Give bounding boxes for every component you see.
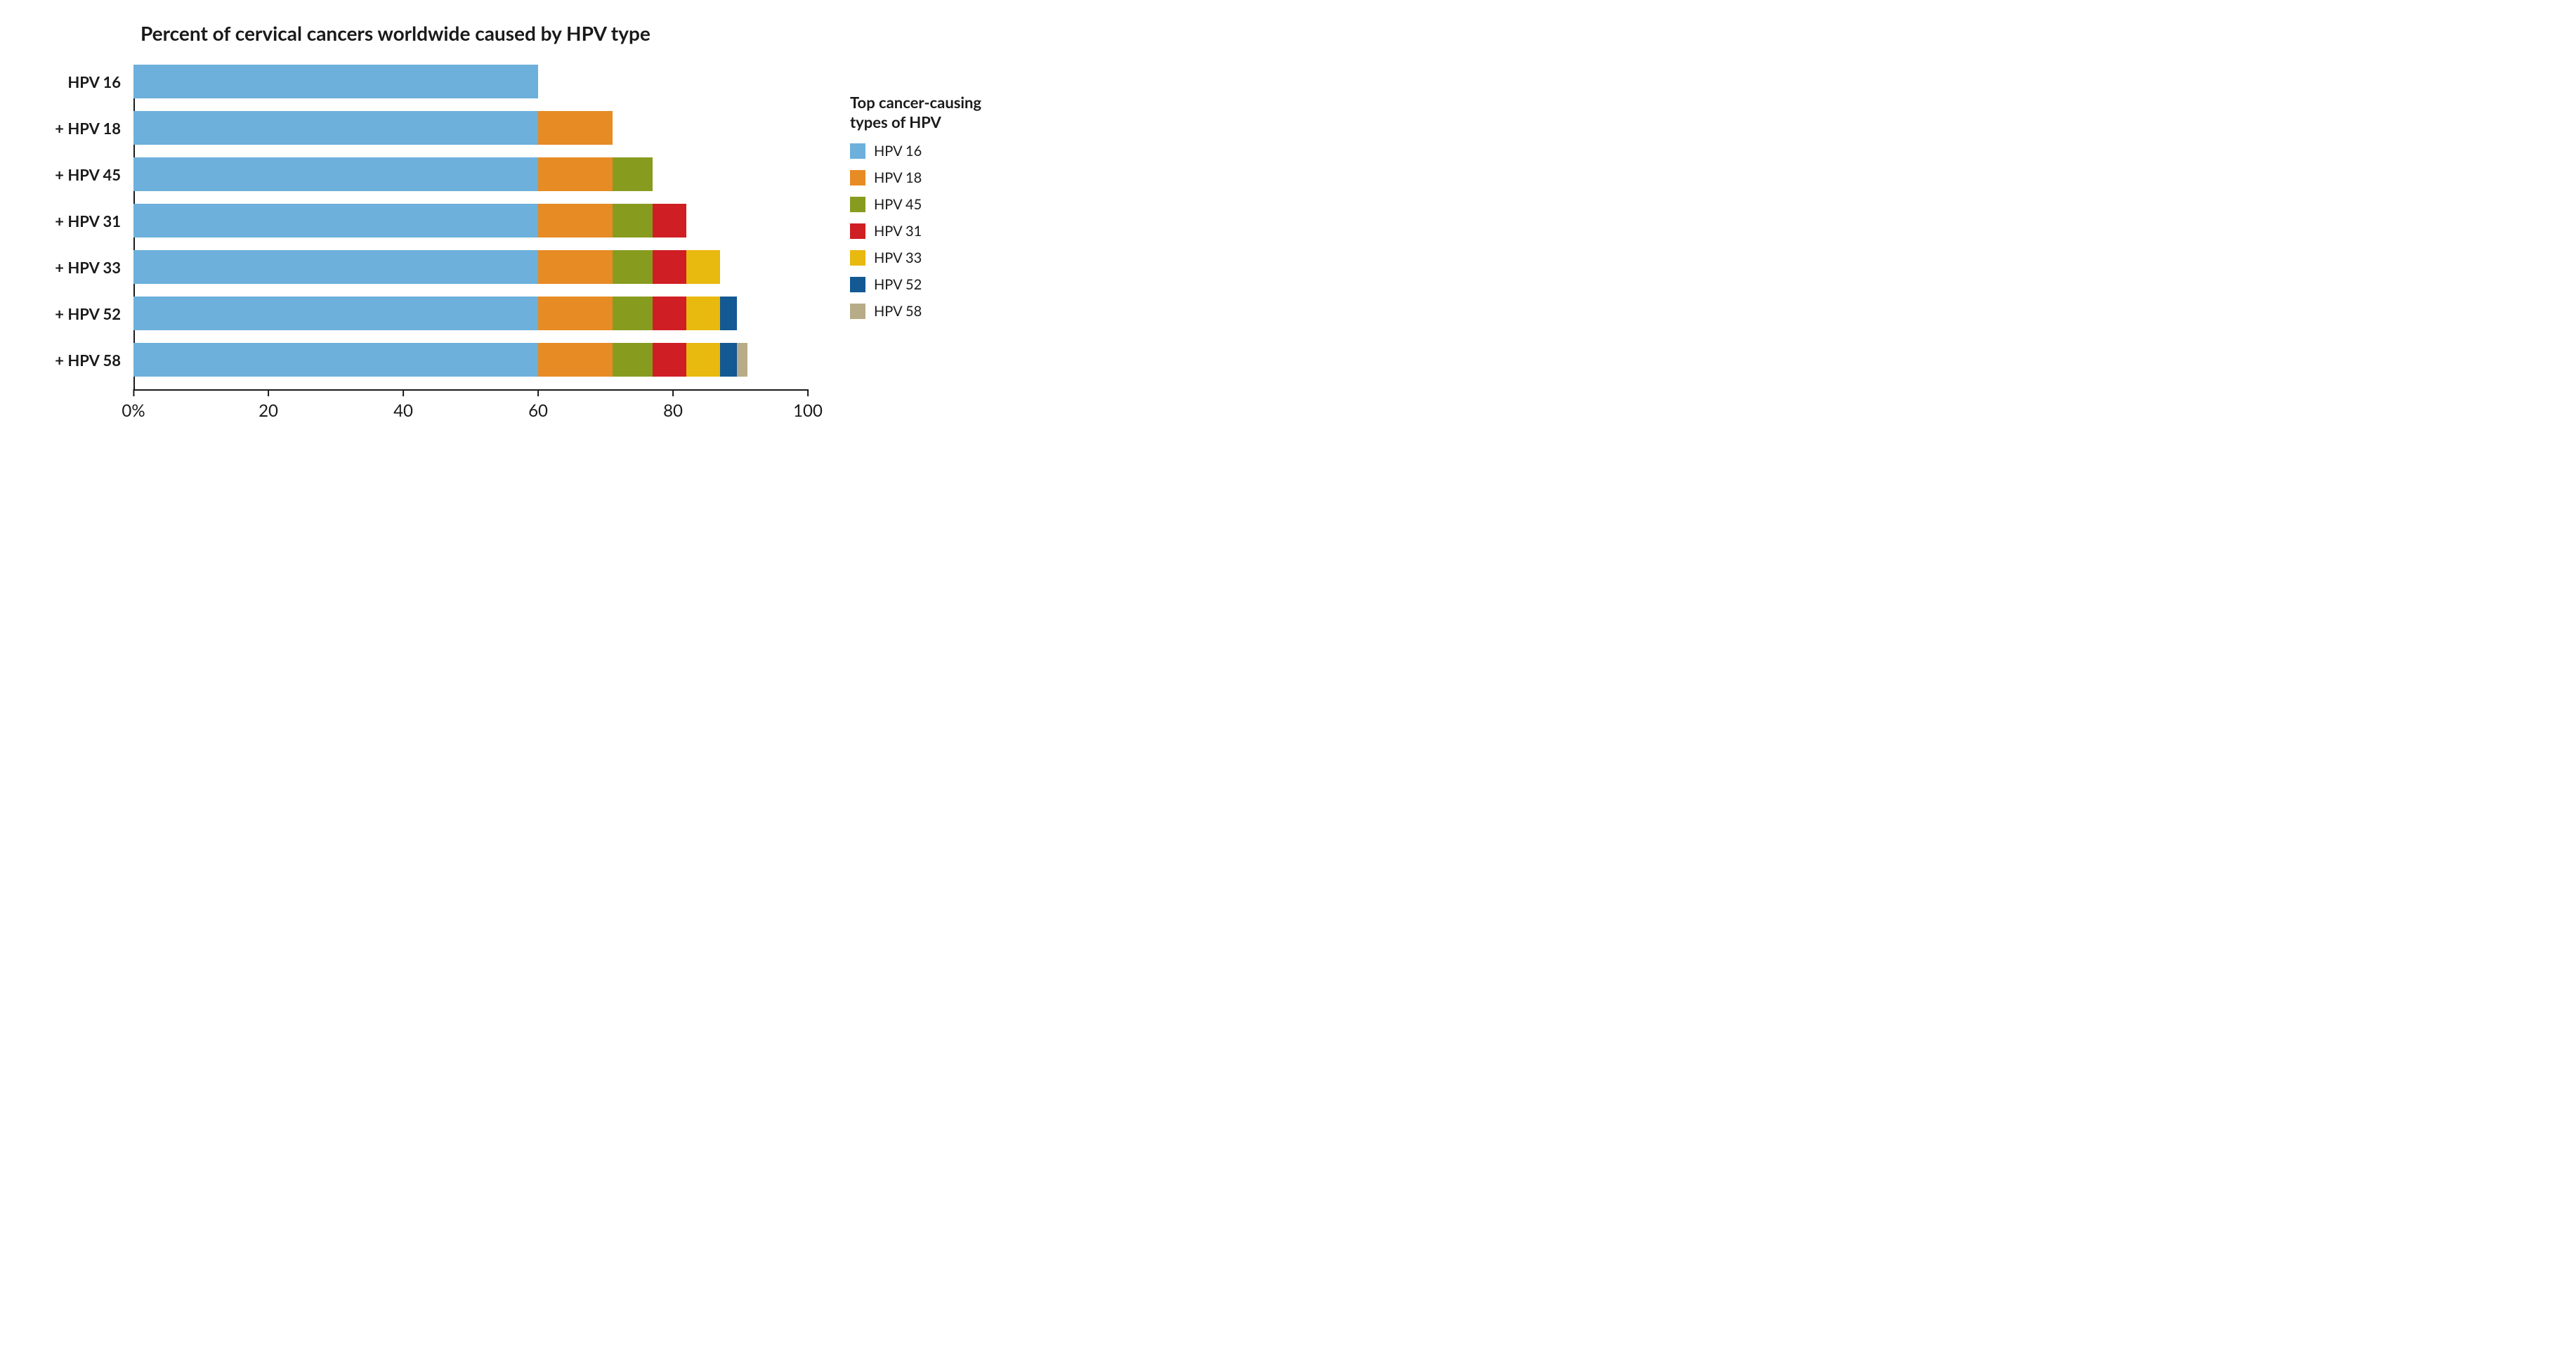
bar-segment [133, 204, 538, 237]
legend-label: HPV 16 [874, 143, 922, 160]
legend-swatch [850, 304, 865, 319]
bar-segment [133, 111, 538, 145]
legend-label: HPV 45 [874, 196, 922, 213]
x-tick-mark [403, 389, 404, 396]
plot-stack: HPV 16 + HPV 18 + HPV 45 + HPV 31 + HPV 33 + … [28, 65, 808, 377]
chart-title: Percent of cervical cancers worldwide ca… [140, 21, 1002, 45]
row-label: + HPV 45 [28, 165, 133, 184]
x-tick-label: 60 [528, 401, 548, 421]
bar-segment [538, 297, 613, 330]
legend-label: HPV 33 [874, 249, 922, 266]
row-label: + HPV 58 [28, 351, 133, 370]
x-tick: 40 [393, 389, 413, 421]
bar-segment [538, 111, 613, 145]
bar-segment [686, 250, 720, 284]
bar-track [133, 297, 808, 330]
bar-segment [133, 65, 538, 98]
bar-segment [538, 157, 613, 191]
bar-track [133, 111, 808, 145]
row-label: + HPV 18 [28, 119, 133, 138]
bar-row: + HPV 31 [28, 204, 808, 237]
legend-item: HPV 16 [850, 143, 1002, 160]
legend-item: HPV 45 [850, 196, 1002, 213]
legend-item: HPV 52 [850, 276, 1002, 293]
bar-track [133, 204, 808, 237]
bar-segment [538, 250, 613, 284]
legend-label: HPV 18 [874, 169, 922, 186]
bar-track [133, 250, 808, 284]
x-tick-label: 40 [393, 401, 413, 421]
bar-row: + HPV 18 [28, 111, 808, 145]
x-tick: 100 [793, 389, 823, 421]
x-tick: 80 [663, 389, 683, 421]
bar-segment [653, 343, 686, 377]
legend-title: Top cancer-causing types of HPV [850, 93, 1002, 131]
x-tick-mark [807, 389, 809, 396]
bar-segment [133, 343, 538, 377]
legend-items: HPV 16 HPV 18 HPV 45 HPV 31 HPV 33 HPV 52 HPV … [850, 143, 1002, 320]
bar-row: HPV 16 [28, 65, 808, 98]
bar-segment [613, 297, 653, 330]
legend-item: HPV 58 [850, 303, 1002, 320]
x-tick-mark [672, 389, 674, 396]
row-label: + HPV 31 [28, 212, 133, 230]
legend-swatch [850, 277, 865, 292]
bar-segment [613, 204, 653, 237]
legend-item: HPV 18 [850, 169, 1002, 186]
bar-segment [133, 250, 538, 284]
bar-segment [653, 250, 686, 284]
legend-swatch [850, 250, 865, 266]
legend-label: HPV 52 [874, 276, 922, 293]
bar-track [133, 157, 808, 191]
x-axis-line [133, 389, 808, 391]
bar-segment [538, 204, 613, 237]
bar-row: + HPV 45 [28, 157, 808, 191]
bar-segment [737, 343, 747, 377]
hpv-chart: Percent of cervical cancers worldwide ca… [0, 0, 1031, 419]
row-label: HPV 16 [28, 72, 133, 91]
bar-segment [720, 343, 737, 377]
bar-track [133, 343, 808, 377]
x-tick: 60 [528, 389, 548, 421]
legend-swatch [850, 170, 865, 186]
bar-segment [720, 297, 737, 330]
x-tick-mark [133, 389, 134, 396]
bar-segment [653, 204, 686, 237]
legend: Top cancer-causing types of HPV HPV 16HP… [850, 93, 1002, 330]
legend-item: HPV 31 [850, 223, 1002, 240]
legend-swatch [850, 197, 865, 212]
x-tick-mark [537, 389, 539, 396]
bar-segment [613, 343, 653, 377]
x-tick-label: 80 [663, 401, 683, 421]
chart-body: HPV 16 + HPV 18 + HPV 45 + HPV 31 + HPV 33 + … [28, 65, 1002, 391]
legend-item: HPV 33 [850, 249, 1002, 266]
x-tick: 20 [259, 389, 278, 421]
bar-segment [133, 297, 538, 330]
bar-segment [538, 343, 613, 377]
x-tick-label: 100 [793, 401, 823, 421]
bar-segment [686, 297, 720, 330]
legend-swatch [850, 223, 865, 239]
bar-row: + HPV 58 [28, 343, 808, 377]
legend-swatch [850, 143, 865, 159]
bar-row: + HPV 33 [28, 250, 808, 284]
bar-row: + HPV 52 [28, 297, 808, 330]
x-tick: 0% [122, 389, 145, 421]
x-tick-mark [268, 389, 269, 396]
plot-column: HPV 16 + HPV 18 + HPV 45 + HPV 31 + HPV 33 + … [28, 65, 808, 391]
bar-segment [613, 157, 653, 191]
bar-segment [686, 343, 720, 377]
legend-label: HPV 31 [874, 223, 922, 240]
legend-label: HPV 58 [874, 303, 922, 320]
bar-segment [133, 157, 538, 191]
row-label: + HPV 52 [28, 304, 133, 323]
bar-rows: HPV 16 + HPV 18 + HPV 45 + HPV 31 + HPV 33 + … [28, 65, 808, 377]
x-tick-label: 0% [122, 401, 145, 421]
row-label: + HPV 33 [28, 258, 133, 277]
bar-segment [613, 250, 653, 284]
bar-segment [653, 297, 686, 330]
x-tick-label: 20 [259, 401, 278, 421]
bar-track [133, 65, 808, 98]
x-axis: 0%20406080100 [133, 389, 808, 391]
